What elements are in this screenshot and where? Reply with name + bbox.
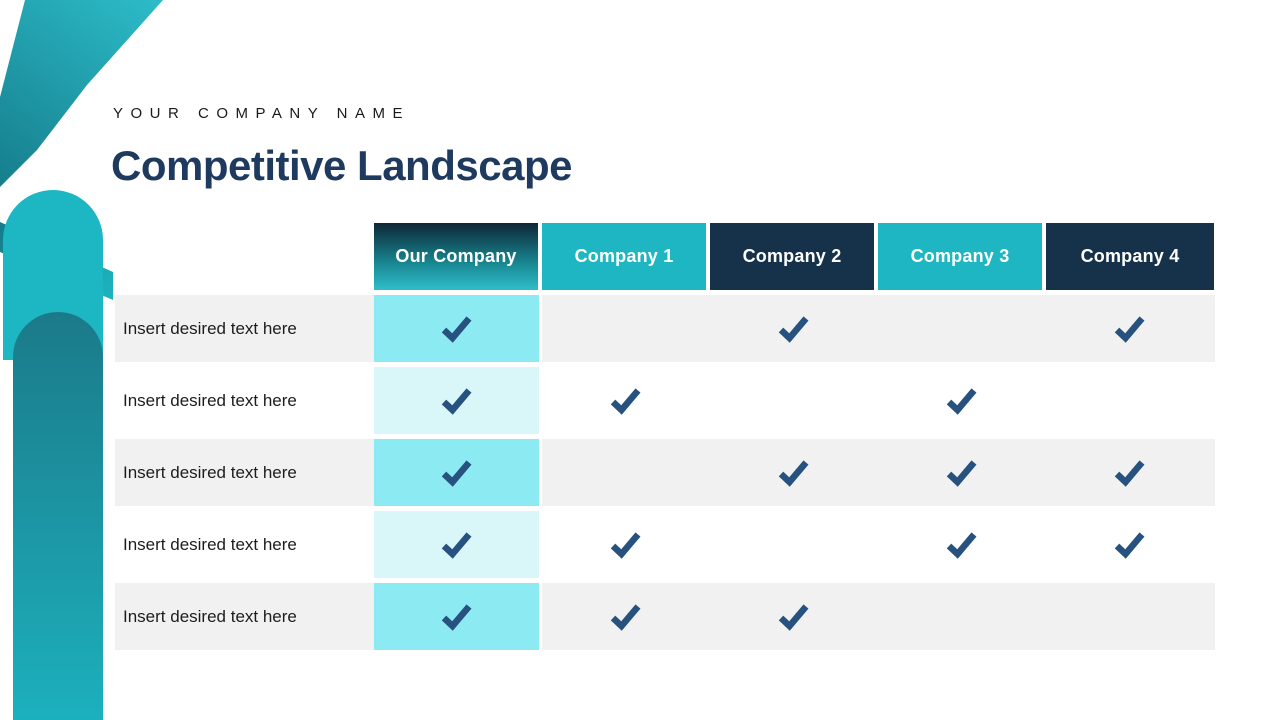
check-cell	[710, 295, 878, 362]
table-body: Insert desired text here Insert desired t…	[115, 295, 1215, 650]
column-header-company-1: Company 1	[542, 223, 710, 290]
check-icon	[610, 388, 641, 415]
row-label: Insert desired text here	[123, 606, 297, 626]
empty-cell	[542, 295, 710, 362]
check-cell	[1046, 511, 1214, 578]
check-icon	[441, 316, 471, 343]
check-icon	[441, 604, 471, 631]
check-icon	[610, 604, 641, 631]
column-header-our-company: Our Company	[374, 223, 542, 290]
empty-cell	[1046, 367, 1214, 434]
column-header-company-3: Company 3	[878, 223, 1046, 290]
empty-cell	[878, 295, 1046, 362]
pill-dark-shape	[13, 312, 103, 720]
check-icon	[946, 388, 977, 415]
table-header-row: Our Company Company 1 Company 2 Company 3 Co…	[374, 223, 1215, 290]
check-cell	[710, 583, 878, 650]
check-icon	[946, 460, 977, 487]
check-icon	[1114, 460, 1145, 487]
comparison-table: Our Company Company 1 Company 2 Company 3 Co…	[115, 223, 1215, 655]
check-icon	[610, 532, 641, 559]
check-cell	[374, 583, 542, 650]
empty-cell	[542, 439, 710, 506]
check-icon	[1114, 316, 1145, 343]
table-row: Insert desired text here	[115, 583, 1215, 650]
table-row: Insert desired text here	[115, 295, 1215, 362]
table-row: Insert desired text here	[115, 367, 1215, 434]
check-icon	[1114, 532, 1145, 559]
row-label: Insert desired text here	[123, 318, 297, 338]
check-icon	[778, 460, 809, 487]
check-icon	[441, 388, 471, 415]
check-icon	[441, 460, 471, 487]
page-title: Competitive Landscape	[111, 142, 572, 189]
corner-decoration	[0, 0, 163, 720]
check-cell	[374, 511, 542, 578]
row-label: Insert desired text here	[123, 534, 297, 554]
check-cell	[1046, 439, 1214, 506]
row-label: Insert desired text here	[123, 462, 297, 482]
check-cell	[542, 367, 710, 434]
check-cell	[1046, 295, 1214, 362]
column-header-company-2: Company 2	[710, 223, 878, 290]
table-row: Insert desired text here	[115, 439, 1215, 506]
check-cell	[542, 511, 710, 578]
check-cell	[710, 439, 878, 506]
column-header-company-4: Company 4	[1046, 223, 1214, 290]
check-icon	[778, 604, 809, 631]
empty-cell	[1046, 583, 1214, 650]
diagonal-stripe-shape	[0, 0, 163, 187]
empty-cell	[710, 511, 878, 578]
check-cell	[374, 439, 542, 506]
check-icon	[946, 532, 977, 559]
check-cell	[542, 583, 710, 650]
check-cell	[374, 295, 542, 362]
row-label: Insert desired text here	[123, 390, 297, 410]
empty-cell	[878, 583, 1046, 650]
check-cell	[878, 511, 1046, 578]
check-icon	[441, 532, 471, 559]
company-name-label: YOUR COMPANY NAME	[113, 105, 410, 122]
check-icon	[778, 316, 809, 343]
empty-cell	[710, 367, 878, 434]
table-row: Insert desired text here	[115, 511, 1215, 578]
check-cell	[878, 367, 1046, 434]
check-cell	[878, 439, 1046, 506]
check-cell	[374, 367, 542, 434]
